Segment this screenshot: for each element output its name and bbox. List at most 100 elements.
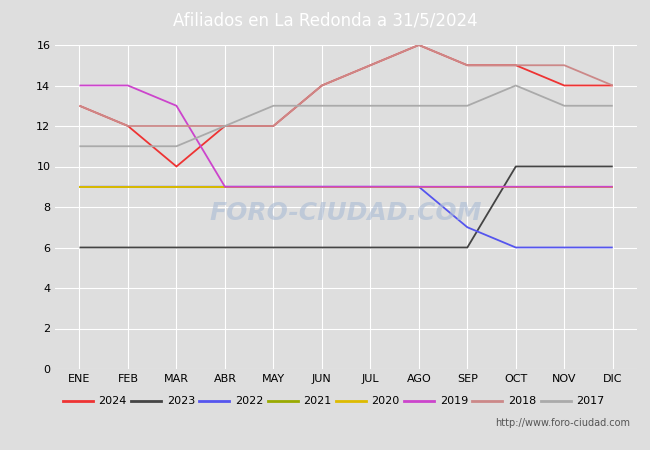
2017 [463, 103, 471, 108]
2022 [367, 184, 374, 189]
2024 [609, 83, 617, 88]
Text: 2023: 2023 [166, 396, 195, 405]
2017 [415, 103, 422, 108]
2018 [560, 63, 568, 68]
2022 [463, 225, 471, 230]
2017 [512, 83, 520, 88]
Text: 2020: 2020 [371, 396, 400, 405]
2017 [172, 144, 180, 149]
2022 [172, 184, 180, 189]
2021 [221, 184, 229, 189]
2024 [463, 63, 471, 68]
Text: FORO-CIUDAD.COM: FORO-CIUDAD.COM [210, 202, 482, 225]
2017 [609, 103, 617, 108]
2019 [124, 83, 132, 88]
2024 [221, 123, 229, 129]
2022 [124, 184, 132, 189]
2019 [560, 184, 568, 189]
2020 [221, 184, 229, 189]
2020 [560, 184, 568, 189]
2023 [415, 245, 422, 250]
2020 [415, 184, 422, 189]
2017 [318, 103, 326, 108]
2021 [415, 184, 422, 189]
Line: 2017: 2017 [79, 86, 613, 146]
2021 [75, 184, 83, 189]
2023 [318, 245, 326, 250]
2022 [318, 184, 326, 189]
Text: Afiliados en La Redonda a 31/5/2024: Afiliados en La Redonda a 31/5/2024 [173, 11, 477, 29]
2023 [512, 164, 520, 169]
Text: 2017: 2017 [576, 396, 604, 405]
2018 [609, 83, 617, 88]
2023 [221, 245, 229, 250]
2023 [270, 245, 278, 250]
2021 [318, 184, 326, 189]
2023 [367, 245, 374, 250]
2020 [270, 184, 278, 189]
2017 [560, 103, 568, 108]
2024 [560, 83, 568, 88]
2021 [463, 184, 471, 189]
2018 [270, 123, 278, 129]
2019 [609, 184, 617, 189]
2019 [367, 184, 374, 189]
Line: 2019: 2019 [79, 86, 613, 187]
2023 [172, 245, 180, 250]
2017 [75, 144, 83, 149]
2023 [609, 164, 617, 169]
2020 [512, 184, 520, 189]
2018 [318, 83, 326, 88]
2017 [221, 123, 229, 129]
2022 [221, 184, 229, 189]
2018 [221, 123, 229, 129]
Text: 2021: 2021 [303, 396, 332, 405]
2022 [415, 184, 422, 189]
2022 [609, 245, 617, 250]
2020 [609, 184, 617, 189]
2017 [270, 103, 278, 108]
Text: 2024: 2024 [98, 396, 127, 405]
2020 [463, 184, 471, 189]
Line: 2024: 2024 [79, 45, 613, 166]
2024 [318, 83, 326, 88]
2020 [367, 184, 374, 189]
Line: 2018: 2018 [79, 45, 613, 126]
2021 [270, 184, 278, 189]
2017 [367, 103, 374, 108]
2018 [124, 123, 132, 129]
2023 [463, 245, 471, 250]
2019 [221, 184, 229, 189]
Line: 2023: 2023 [79, 166, 613, 248]
2024 [75, 103, 83, 108]
2018 [172, 123, 180, 129]
2024 [270, 123, 278, 129]
Line: 2022: 2022 [79, 187, 613, 248]
2019 [172, 103, 180, 108]
2024 [367, 63, 374, 68]
2021 [367, 184, 374, 189]
2020 [75, 184, 83, 189]
Text: 2018: 2018 [508, 396, 536, 405]
2020 [318, 184, 326, 189]
2021 [560, 184, 568, 189]
2023 [560, 164, 568, 169]
Text: 2022: 2022 [235, 396, 263, 405]
2022 [75, 184, 83, 189]
2019 [318, 184, 326, 189]
2019 [512, 184, 520, 189]
2017 [124, 144, 132, 149]
2024 [124, 123, 132, 129]
2018 [367, 63, 374, 68]
Text: 2019: 2019 [439, 396, 468, 405]
2024 [172, 164, 180, 169]
2018 [463, 63, 471, 68]
2019 [270, 184, 278, 189]
2021 [512, 184, 520, 189]
2022 [512, 245, 520, 250]
2022 [270, 184, 278, 189]
2021 [172, 184, 180, 189]
2020 [124, 184, 132, 189]
2020 [172, 184, 180, 189]
2023 [75, 245, 83, 250]
